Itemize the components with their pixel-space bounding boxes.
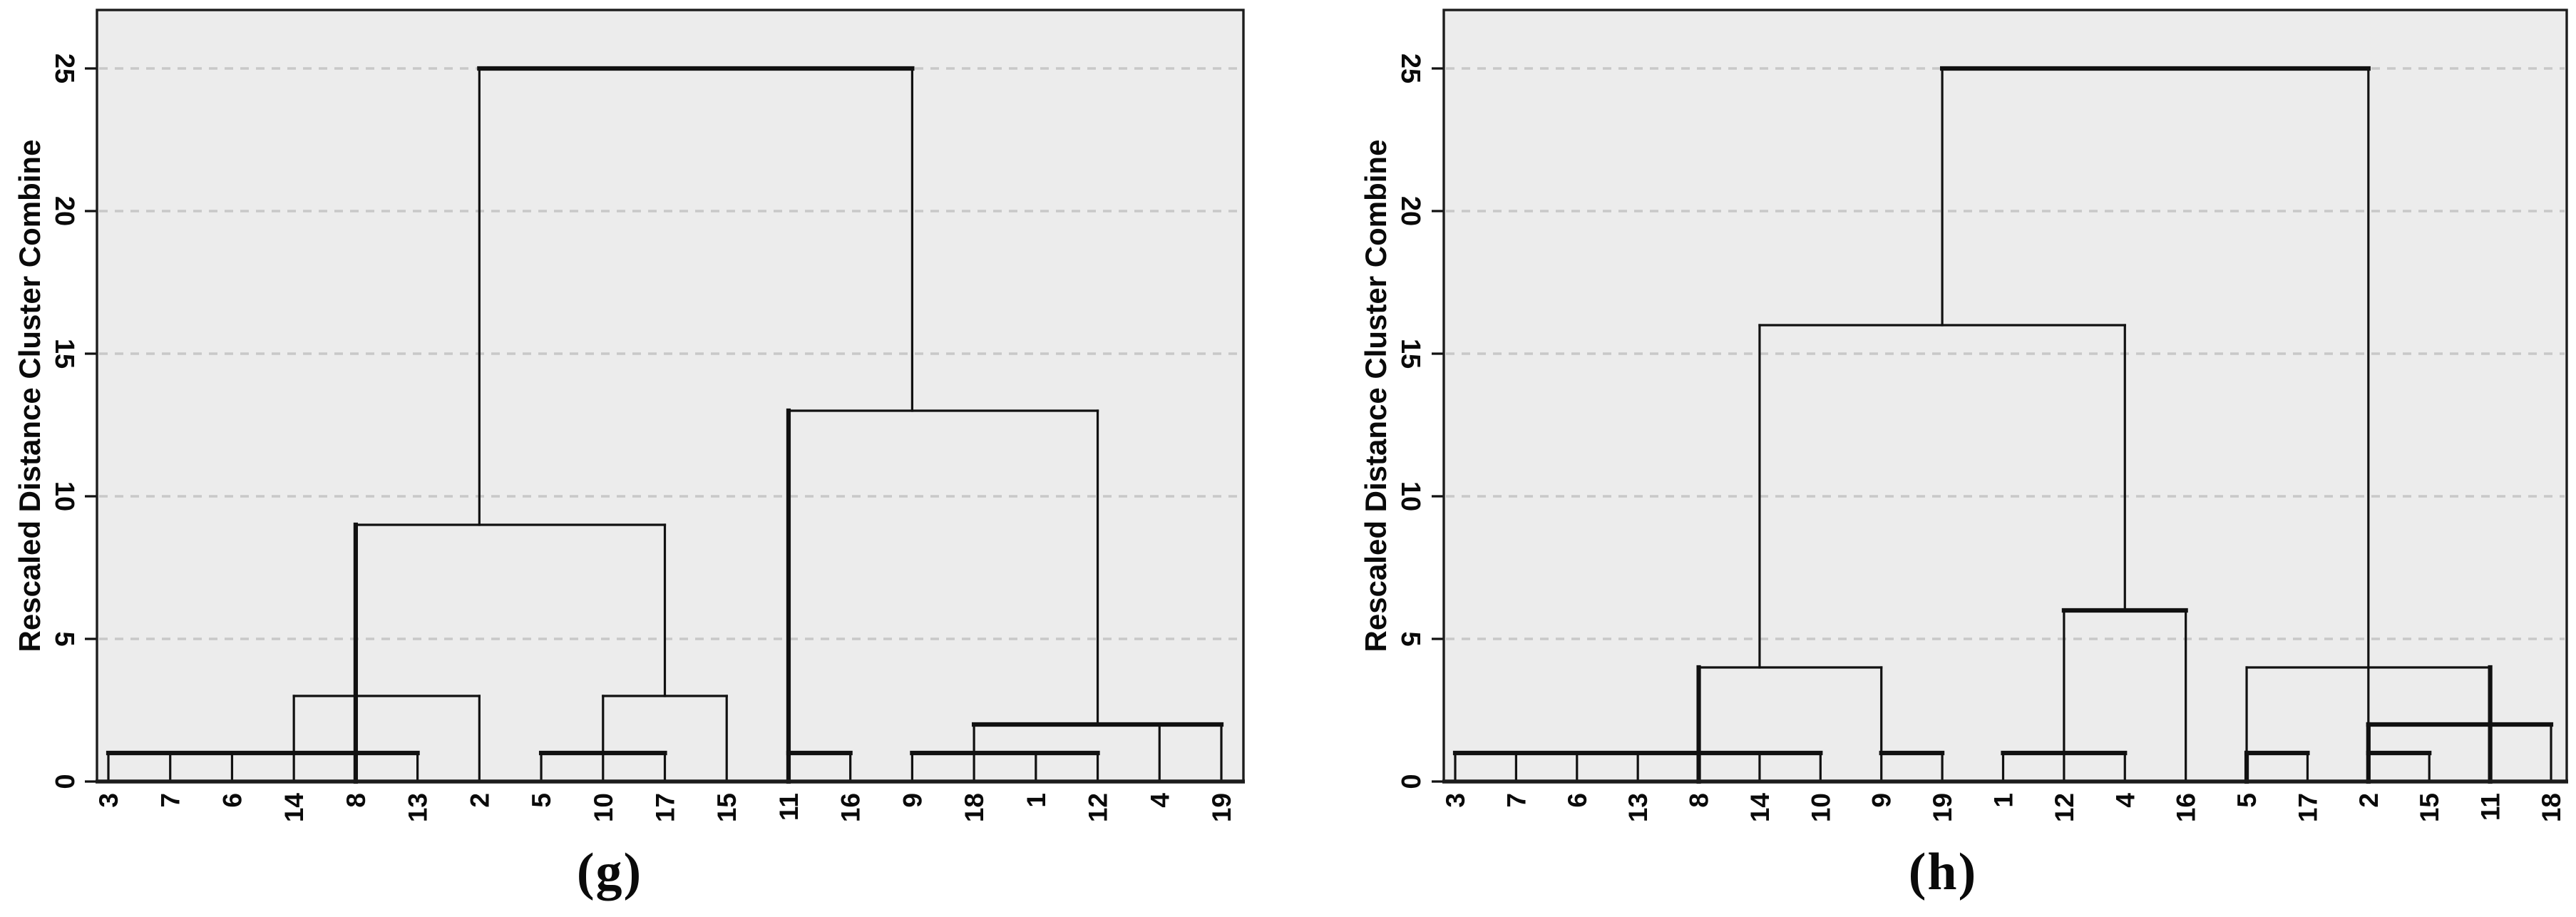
y-tick-label: 25 — [49, 53, 79, 83]
leaf-label: 12 — [1084, 793, 1113, 822]
leaf-label: 13 — [1623, 793, 1653, 822]
leaf-label: 17 — [651, 793, 680, 822]
leaf-label: 11 — [2476, 793, 2505, 821]
leaf-label: 7 — [156, 793, 185, 808]
leaf-label: 10 — [589, 793, 618, 822]
leaf-label: 4 — [1145, 793, 1174, 808]
leaf-label: 5 — [2232, 793, 2262, 808]
leaf-label: 9 — [1867, 793, 1897, 808]
leaf-label: 6 — [1563, 793, 1592, 808]
leaf-label: 8 — [342, 793, 371, 808]
leaf-label: 16 — [2172, 793, 2201, 822]
y-tick-label: 15 — [49, 339, 79, 369]
y-tick-label: 10 — [49, 481, 79, 511]
leaf-label: 2 — [2354, 793, 2383, 808]
y-tick-label: 10 — [1395, 481, 1425, 511]
leaf-label: 3 — [94, 793, 123, 808]
leaf-label: 11 — [774, 793, 804, 821]
leaf-label: 1 — [1989, 793, 2018, 808]
leaf-label: 1 — [1022, 793, 1051, 808]
panel-g-caption: (g) — [576, 843, 643, 901]
leaf-label: 7 — [1502, 793, 1531, 808]
leaf-label: 15 — [712, 793, 742, 822]
leaf-label: 14 — [1745, 793, 1775, 823]
leaf-label: 5 — [527, 793, 556, 808]
y-tick-label: 15 — [1395, 339, 1425, 369]
leaf-label: 9 — [898, 793, 927, 808]
leaf-label: 15 — [2415, 793, 2444, 822]
y-tick-label: 0 — [1395, 774, 1425, 789]
y-axis-title: Rescaled Distance Cluster Combine — [1359, 140, 1392, 652]
y-tick-label: 0 — [49, 774, 79, 789]
y-tick-label: 20 — [49, 196, 79, 226]
leaf-label: 8 — [1685, 793, 1714, 808]
leaf-label: 2 — [465, 793, 494, 808]
leaf-label: 4 — [2110, 793, 2140, 808]
leaf-label: 13 — [404, 793, 433, 822]
leaf-label: 18 — [960, 793, 989, 822]
plot-area — [97, 10, 1243, 782]
plot-area — [1444, 10, 2567, 782]
leaf-label: 3 — [1441, 793, 1470, 808]
y-tick-label: 25 — [1395, 53, 1425, 83]
leaf-label: 12 — [2050, 793, 2079, 822]
leaf-label: 17 — [2293, 793, 2322, 822]
panel-h: 0 5 10 15 20 25 3 7 6 13 8 14 10 9 19 1 12 4 16 5 17 2 15 11 18 R… — [1359, 9, 2568, 823]
leaf-label: 18 — [2537, 793, 2566, 822]
y-axis-title: Rescaled Distance Cluster Combine — [13, 140, 46, 652]
leaf-label: 10 — [1806, 793, 1835, 822]
y-tick-label: 5 — [49, 631, 79, 646]
y-tick-label: 5 — [1395, 631, 1425, 646]
panel-h-caption: (h) — [1908, 843, 1978, 901]
leaf-label: 19 — [1207, 793, 1236, 822]
y-tick-label: 20 — [1395, 196, 1425, 226]
leaf-label: 14 — [279, 793, 309, 823]
leaf-label: 19 — [1928, 793, 1957, 822]
leaf-label: 16 — [836, 793, 866, 822]
leaf-label: 6 — [217, 793, 247, 808]
